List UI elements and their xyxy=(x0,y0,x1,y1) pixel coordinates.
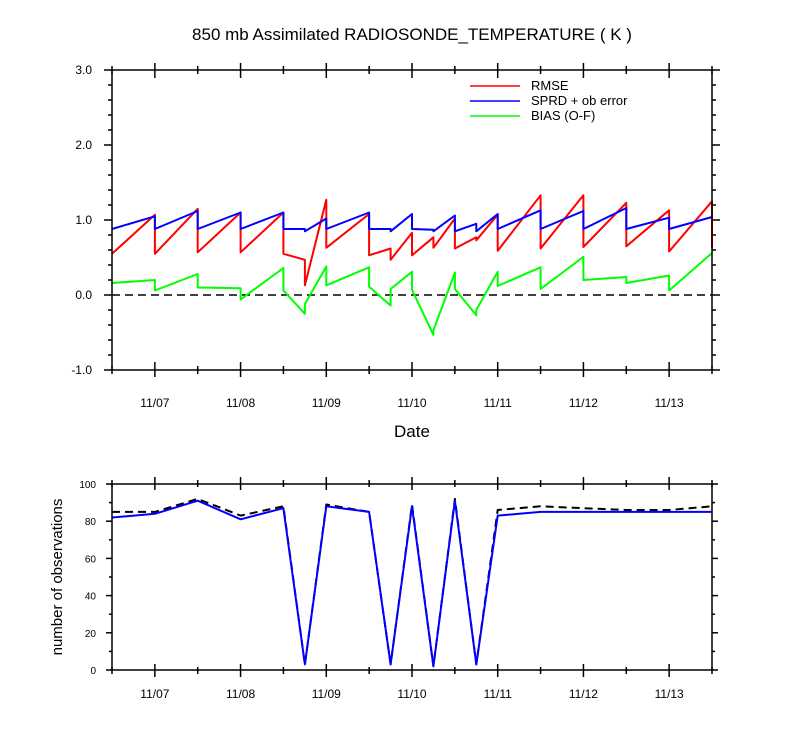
y-tick-label: 2.0 xyxy=(75,138,92,152)
y-tick-label: 3.0 xyxy=(75,63,92,77)
bottom-plot: 11/07 11/08 11/09 11/10 11/11 11/12 11/13 0 20 4… xyxy=(49,477,718,701)
top-axis-ticks xyxy=(104,63,720,377)
legend-label-rmse: RMSE xyxy=(531,78,569,93)
legend: RMSE SPRD + ob error BIAS (O-F) xyxy=(470,78,628,123)
x-tick-label: 11/09 xyxy=(312,396,341,410)
x-tick-label: 11/13 xyxy=(655,396,684,410)
x-tick-label: 11/07 xyxy=(140,396,169,410)
top-plot: 11/07 11/08 11/09 11/10 11/11 11/12 11/13 -1.0… xyxy=(71,63,720,441)
y-tick-label: 0 xyxy=(90,666,96,677)
top-series-lines xyxy=(111,194,713,336)
y-tick-label: 20 xyxy=(85,629,97,640)
y-tick-label: 100 xyxy=(79,480,96,491)
x-tick-label: 11/10 xyxy=(397,687,426,701)
bottom-plot-frame xyxy=(111,483,713,671)
x-tick-label: 11/10 xyxy=(397,396,426,410)
series-line-sprd xyxy=(111,499,712,668)
x-tick-label: 11/07 xyxy=(140,687,169,701)
x-tick-label: 11/12 xyxy=(569,396,598,410)
bottom-y-tick-labels: 0 20 40 60 80 100 xyxy=(79,480,96,677)
y-tick-label: 60 xyxy=(85,554,97,565)
y-tick-label: 1.0 xyxy=(75,213,92,227)
top-y-tick-labels: -1.0 0.0 1.0 2.0 3.0 xyxy=(71,63,92,377)
chart-title: 850 mb Assimilated RADIOSONDE_TEMPERATUR… xyxy=(192,25,632,44)
y-tick-label: 40 xyxy=(85,592,97,603)
x-tick-label: 11/11 xyxy=(484,396,513,410)
x-tick-label: 11/11 xyxy=(484,687,513,701)
x-tick-label: 11/08 xyxy=(226,687,255,701)
x-axis-label: Date xyxy=(394,422,430,441)
x-tick-label: 11/09 xyxy=(312,687,341,701)
series-line-sprd xyxy=(111,207,713,233)
series-line-rmse xyxy=(111,194,713,287)
bottom-series-lines xyxy=(111,497,713,668)
x-tick-label: 11/13 xyxy=(655,687,684,701)
legend-label-sprd: SPRD + ob error xyxy=(531,93,628,108)
x-tick-label: 11/12 xyxy=(569,687,598,701)
bottom-x-tick-labels: 11/07 11/08 11/09 11/10 11/11 11/12 11/13 xyxy=(140,687,684,701)
y-tick-label: -1.0 xyxy=(71,363,92,377)
y-tick-label: 80 xyxy=(85,517,97,528)
series-line-ref xyxy=(112,497,713,668)
y-tick-label: 0.0 xyxy=(75,288,92,302)
top-plot-frame xyxy=(111,69,713,371)
series-line-bias xyxy=(111,252,713,336)
legend-label-bias: BIAS (O-F) xyxy=(531,108,595,123)
top-x-tick-labels: 11/07 11/08 11/09 11/10 11/11 11/12 11/13 xyxy=(140,396,684,410)
y-axis-label: number of observations xyxy=(49,499,66,656)
x-tick-label: 11/08 xyxy=(226,396,255,410)
